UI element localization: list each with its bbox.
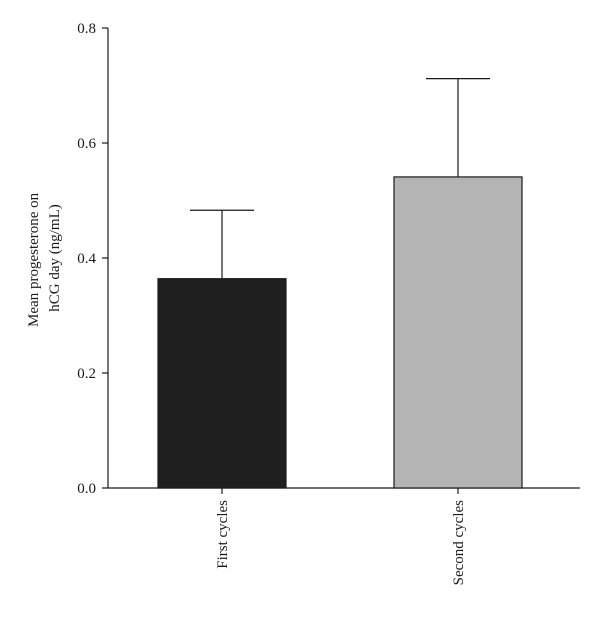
- bar-second-cycles: [393, 176, 523, 489]
- x-axis: First cycles Second cycles: [108, 487, 580, 586]
- bars: [157, 176, 523, 489]
- y-axis: 0.0 0.2 0.4 0.6 0.8: [77, 21, 109, 497]
- y-tick-label: 0.6: [77, 136, 96, 152]
- error-bars: [190, 77, 490, 279]
- x-category-label: Second cycles: [451, 500, 467, 586]
- y-axis-title: Mean progesterone on hCG day (ng/mL): [26, 189, 63, 327]
- x-category-label: First cycles: [215, 500, 231, 569]
- y-tick-label: 0.2: [77, 366, 96, 382]
- y-tick-label: 0.4: [77, 251, 96, 267]
- y-tick-label: 0.8: [77, 21, 96, 37]
- y-tick-label: 0.0: [77, 481, 96, 497]
- bar-first-cycles: [157, 278, 287, 489]
- y-axis-title-line-1: Mean progesterone on: [26, 192, 42, 327]
- y-axis-title-line-2: hCG day (ng/mL): [47, 204, 63, 311]
